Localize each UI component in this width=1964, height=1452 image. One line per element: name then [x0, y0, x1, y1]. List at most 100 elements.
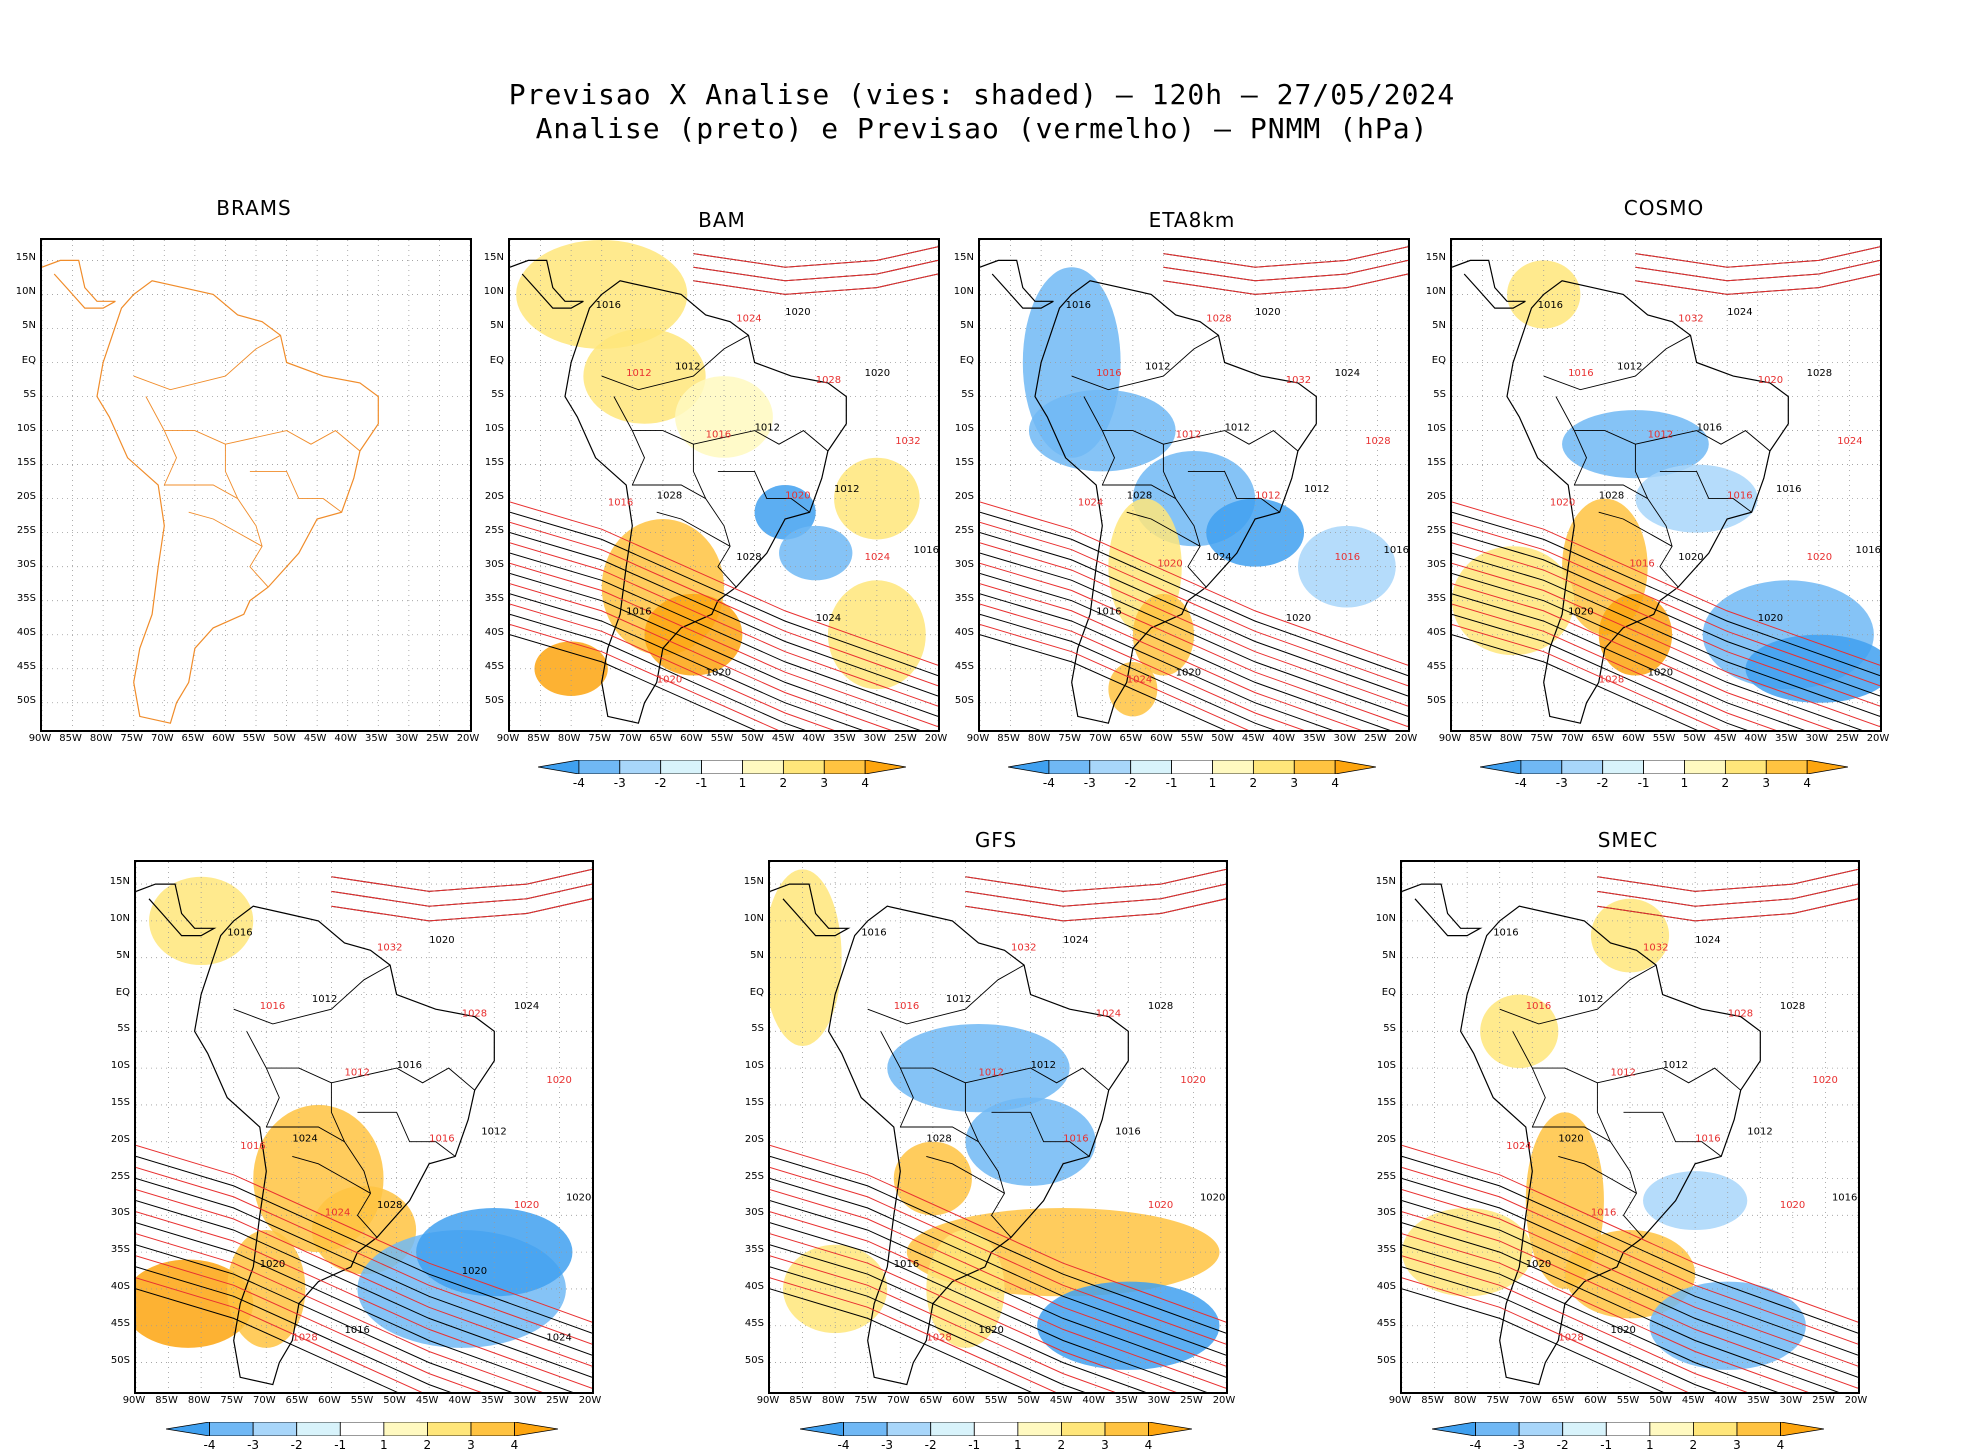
isobar-analysis	[980, 593, 1334, 730]
colorbar-swatch	[1479, 760, 1522, 774]
country-border	[1558, 1155, 1637, 1194]
bias-area	[1297, 525, 1396, 608]
isobar-forecast	[136, 1167, 592, 1345]
isobar-forecast	[1163, 246, 1408, 268]
country-border	[188, 511, 263, 547]
isobar-label-analysis: 1028	[926, 1134, 951, 1145]
country-border	[266, 1067, 345, 1142]
lat-tick-label: 25S	[744, 1170, 764, 1182]
colorbar-gfs	[799, 1422, 1193, 1436]
isobar-forecast	[693, 246, 938, 268]
isobar-label-analysis: 1028	[736, 552, 761, 563]
isobar-forecast	[980, 501, 1408, 666]
isobar-label-analysis: 1016	[1697, 423, 1722, 434]
colorbar-label: 4	[1144, 1438, 1153, 1452]
colorbar-label: -4	[1469, 1438, 1482, 1452]
colorbar-swatch	[1643, 760, 1685, 774]
lat-tick-label: 5N	[750, 949, 764, 961]
lat-tick-label: 10N	[953, 286, 974, 298]
country-border	[246, 1031, 280, 1128]
lon-tick-label: 70W	[886, 1395, 910, 1406]
isobar-label-forecast: 1016	[1727, 491, 1752, 502]
colorbar-swatch	[1148, 1422, 1193, 1436]
isobar-analysis	[136, 1200, 592, 1378]
isobar-forecast	[1452, 542, 1880, 707]
lat-tick-label: 20S	[110, 1133, 130, 1145]
colorbar-swatch	[973, 1422, 1019, 1436]
isobar-label-analysis: 1020	[462, 1266, 487, 1277]
lat-tick-label: 30S	[16, 558, 36, 570]
lon-tick-label: 45W	[1049, 1395, 1073, 1406]
isobar-forecast	[1597, 868, 1858, 892]
isobar-label-analysis: 1012	[1031, 1060, 1056, 1071]
colorbar-label: 2	[1721, 776, 1730, 790]
colorbar-swatch	[1048, 760, 1091, 774]
isobar-label-forecast: 1016	[706, 429, 731, 440]
lon-tick-label: 20W	[1394, 733, 1418, 744]
lat-tick-label: 40S	[110, 1280, 130, 1292]
isobar-label-analysis: 1012	[481, 1126, 506, 1137]
colorbar-label: 2	[779, 776, 788, 790]
colorbar-label: -4	[837, 1438, 850, 1452]
isobar-forecast	[980, 521, 1408, 687]
colorbar-label: 3	[1733, 1438, 1741, 1452]
isobar-label-analysis: 1024	[514, 1001, 539, 1012]
lat-tick-label: 45S	[484, 660, 504, 672]
lon-tick-label: 65W	[919, 1395, 943, 1406]
isobar-label-analysis: 1012	[675, 361, 700, 372]
country-border	[164, 430, 239, 499]
isobar-label-analysis: 1012	[834, 484, 859, 495]
isobar-forecast	[136, 1211, 592, 1389]
lon-tick-label: 30W	[1147, 1395, 1171, 1406]
panel-title-gfs: GFS	[974, 828, 1018, 852]
lon-tick-label: 80W	[1027, 733, 1051, 744]
isobar-label-forecast: 1020	[1780, 1200, 1805, 1211]
country-border	[225, 430, 361, 452]
coastline-central-america	[980, 259, 1054, 309]
country-border	[900, 1126, 1012, 1238]
isobar-label-forecast: 1020	[1148, 1200, 1173, 1211]
lon-tick-label: 50W	[383, 1395, 406, 1406]
isobar-label-analysis: 1016	[596, 300, 621, 311]
country-border	[1597, 1067, 1741, 1091]
lat-tick-label: 5S	[961, 388, 974, 400]
isobar-forecast	[1402, 1144, 1858, 1323]
isobar-analysis	[980, 511, 1408, 677]
isobar-label-forecast: 1028	[292, 1332, 317, 1343]
lon-tick-label: 90W	[122, 1395, 146, 1406]
lon-tick-label: 85W	[1469, 733, 1492, 744]
colorbar-swatch	[1605, 1422, 1651, 1436]
lat-tick-label: 45S	[1426, 660, 1446, 672]
isobar-analysis	[1452, 532, 1880, 697]
country-border	[1512, 1031, 1546, 1128]
country-border	[266, 1126, 378, 1238]
isobar-analysis	[1402, 1266, 1718, 1392]
isobar-forecast	[770, 1233, 1177, 1392]
isobar-label-analysis: 1016	[626, 606, 651, 617]
lon-tick-label: 85W	[789, 1395, 812, 1406]
lat-tick-label: 35S	[1426, 592, 1446, 604]
lat-tick-label: 15S	[1376, 1096, 1396, 1108]
lat-tick-label: 35S	[16, 592, 36, 604]
isobar-forecast	[136, 1189, 592, 1367]
isobar-forecast	[1402, 1233, 1809, 1392]
lat-tick-label: 50S	[1376, 1354, 1396, 1366]
country-border	[1659, 470, 1752, 513]
isobar-label-analysis: 1020	[1286, 613, 1311, 624]
bias-area	[136, 1259, 254, 1348]
isobar-label-analysis: 1020	[1648, 668, 1673, 679]
lon-tick-label: 50W	[1017, 1395, 1040, 1406]
isobar-label-forecast: 1024	[865, 552, 890, 563]
lon-tick-label: 30W	[863, 733, 887, 744]
isobar-analysis	[510, 593, 864, 730]
colorbar-label: -4	[1042, 776, 1055, 790]
isobar-forecast	[1452, 562, 1880, 728]
lon-tick-label: 80W	[89, 733, 113, 744]
isobar-analysis	[1452, 573, 1863, 730]
panel-title-eta8km: ETA8km	[1148, 208, 1236, 232]
isobar-label-analysis: 1016	[1066, 300, 1091, 311]
colorbar-label: -1	[1637, 776, 1650, 790]
isobar-analysis	[980, 634, 1226, 730]
colorbar-swatch	[165, 1422, 210, 1436]
isobar-label-analysis: 1028	[1807, 368, 1832, 379]
